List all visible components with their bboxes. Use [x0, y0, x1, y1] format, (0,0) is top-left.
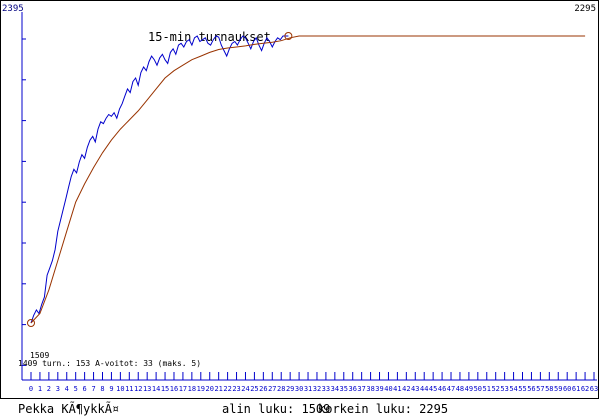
x-tick-label: 36 — [348, 385, 356, 393]
x-tick-label: 24 — [241, 385, 249, 393]
x-tick-label: 45 — [429, 385, 437, 393]
x-tick-label: 50 — [474, 385, 482, 393]
x-tick-label: 5 — [74, 385, 78, 393]
x-tick-label: 56 — [527, 385, 535, 393]
stats-line: 1409 turn.: 153 A-voitot: 33 (maks. 5) — [18, 359, 201, 368]
x-tick-label: 35 — [340, 385, 348, 393]
x-tick-label: 26 — [259, 385, 267, 393]
x-tick-label: 17 — [179, 385, 187, 393]
x-tick-label: 1 — [38, 385, 42, 393]
x-tick-label: 25 — [250, 385, 258, 393]
low-point-marker — [27, 319, 35, 327]
low-value-label: alin luku: 1509 — [222, 402, 331, 416]
x-tick-label: 30 — [295, 385, 303, 393]
chart-frame — [0, 0, 599, 399]
x-tick-label: 49 — [465, 385, 473, 393]
x-tick-label: 19 — [197, 385, 205, 393]
x-tick-label: 48 — [456, 385, 464, 393]
x-tick-label: 39 — [375, 385, 383, 393]
x-tick-label: 57 — [536, 385, 544, 393]
x-tick-label: 62 — [581, 385, 589, 393]
series-line-0 — [30, 35, 289, 324]
x-tick-label: 16 — [170, 385, 178, 393]
x-tick-label: 47 — [447, 385, 455, 393]
x-tick-label: 38 — [366, 385, 374, 393]
high-point-marker — [284, 32, 293, 40]
x-tick-label: 13 — [143, 385, 151, 393]
x-tick-label: 52 — [491, 385, 499, 393]
x-tick-label: 32 — [313, 385, 321, 393]
series-group — [27, 32, 586, 327]
x-tick-label: 15 — [161, 385, 169, 393]
x-tick-label: 20 — [206, 385, 214, 393]
x-tick-label: 33 — [322, 385, 330, 393]
x-tick-label: 46 — [438, 385, 446, 393]
high-value-label: korkein luku: 2295 — [318, 402, 449, 416]
x-tick-label: 42 — [402, 385, 410, 393]
chart-title: 15-min turnaukset — [148, 30, 271, 44]
x-tick-label: 3 — [56, 385, 60, 393]
x-tick-label: 11 — [125, 385, 133, 393]
x-tick-label: 10 — [116, 385, 124, 393]
x-tick-label: 23 — [232, 385, 240, 393]
x-tick-label: 59 — [554, 385, 562, 393]
x-tick-label: 37 — [357, 385, 365, 393]
x-tick-label: 8 — [100, 385, 104, 393]
x-tick-label: 28 — [277, 385, 285, 393]
x-tick-label: 29 — [286, 385, 294, 393]
x-tick-label: 53 — [500, 385, 508, 393]
series-line-1 — [30, 35, 586, 324]
x-tick-label: 9 — [109, 385, 113, 393]
x-tick-label: 6 — [83, 385, 87, 393]
x-tick-label: 18 — [188, 385, 196, 393]
author-name: Pekka KÃ¶ykkÃ¤ — [18, 402, 120, 416]
x-tick-label: 60 — [563, 385, 571, 393]
x-tick-label: 12 — [134, 385, 142, 393]
low-marker-label: 1509 — [30, 351, 49, 360]
x-tick-label: 40 — [384, 385, 392, 393]
x-tick-label: 55 — [518, 385, 526, 393]
x-tick-label: 43 — [411, 385, 419, 393]
x-tick-label: 0 — [29, 385, 33, 393]
x-tick-label: 41 — [393, 385, 401, 393]
x-tick-label: 2 — [47, 385, 51, 393]
x-tick-label: 4 — [65, 385, 69, 393]
tick-group: 0 1 2 3 4 5 6 7 8 9 10 11 12 13 14 15 16 17 18 19 20 21 22 23 24… — [21, 12, 598, 393]
x-tick-label: 58 — [545, 385, 553, 393]
x-tick-label: 31 — [304, 385, 312, 393]
x-tick-label: 27 — [268, 385, 276, 393]
y-top-left-label: 2395 — [2, 4, 24, 14]
x-tick-label: 22 — [223, 385, 231, 393]
x-tick-label: 21 — [214, 385, 222, 393]
x-tick-label: 51 — [483, 385, 491, 393]
x-tick-label: 61 — [572, 385, 580, 393]
x-tick-label: 54 — [509, 385, 517, 393]
y-top-right-label: 2295 — [574, 4, 596, 14]
x-tick-label: 14 — [152, 385, 160, 393]
x-tick-label: 63 — [590, 385, 598, 393]
x-tick-label: 44 — [420, 385, 428, 393]
x-tick-label: 34 — [331, 385, 339, 393]
chart-canvas: 2395 2295 15-min turnaukset 1509 1409 tu… — [2, 4, 598, 393]
x-tick-label: 7 — [91, 385, 95, 393]
